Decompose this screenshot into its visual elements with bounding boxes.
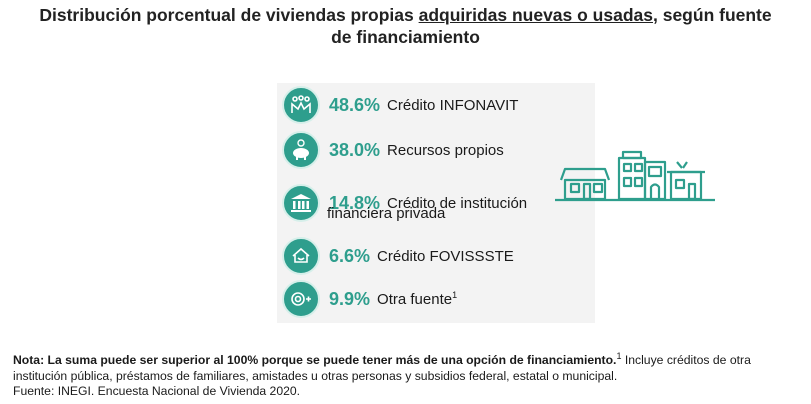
infonavit-icon [282, 86, 320, 124]
item-pct: 38.0% [329, 139, 381, 160]
item-label-line2: financiera privada [327, 205, 446, 222]
item-label: Crédito de institución [387, 194, 528, 212]
footnote-bold: Nota: La suma puede ser superior al 100%… [13, 353, 617, 368]
item-infonavit: 48.6% Crédito INFONAVIT [282, 86, 518, 124]
item-recursos-propios: 38.0% Recursos propios [282, 131, 504, 169]
item-pct: 9.9% [329, 288, 371, 309]
footnote-sup: 1 [616, 351, 622, 361]
item-pct: 6.6% [329, 245, 371, 266]
footnote: Nota: La suma puede ser superior al 100%… [13, 349, 803, 384]
title-part1: Distribución porcentual de viviendas pro… [39, 5, 419, 25]
item-label-text: Otra fuente [377, 291, 453, 308]
source-text: Fuente: INEGI. Encuesta Nacional de Vivi… [13, 384, 301, 398]
footnote-rest: Incluye créditos de otra institución púb… [13, 353, 751, 383]
bank-building-icon [282, 184, 320, 222]
item-label: Crédito FOVISSSTE [377, 247, 514, 265]
item-pct: 14.8% [329, 192, 381, 213]
item-institucion-financiera: 14.8% Crédito de institución [282, 184, 527, 222]
item-label: Recursos propios [387, 141, 504, 159]
item-pct: 48.6% [329, 94, 381, 115]
houses-illustration [555, 150, 715, 202]
fovissste-icon [282, 237, 320, 275]
footnote-marker: 1 [452, 290, 458, 300]
item-otra-fuente: 9.9% Otra fuente1 [282, 280, 457, 318]
item-label: Crédito INFONAVIT [387, 96, 519, 114]
item-label: Otra fuente1 [377, 290, 457, 308]
piggy-bank-icon [282, 131, 320, 169]
title-part2: según fuente [657, 5, 772, 25]
financing-panel [277, 83, 595, 323]
item-fovissste: 6.6% Crédito FOVISSSTE [282, 237, 514, 275]
page-title: Distribución porcentual de viviendas pro… [0, 4, 811, 48]
title-line2: de financiamiento [331, 27, 480, 47]
title-underlined: adquiridas nuevas o usadas, [418, 5, 658, 25]
coin-plus-icon [282, 280, 320, 318]
